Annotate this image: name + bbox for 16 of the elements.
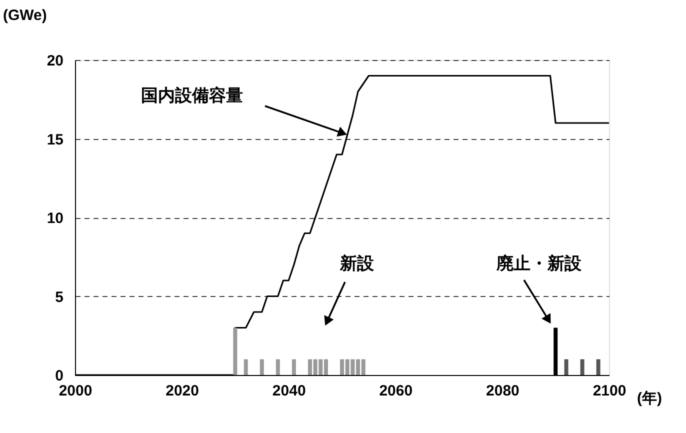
x-axis-title: (年) [637,390,662,407]
x-tick-label: 2060 [379,382,413,400]
x-tick-label: 2040 [272,382,306,400]
y-tick-label: 10 [46,210,64,227]
y-tick-label: 5 [55,288,64,306]
annotation: 廃止・新設 [496,254,582,273]
y-tick-label: 20 [46,52,64,70]
y-axis-title: (GWe) [3,7,47,24]
x-tick-label: 2100 [592,382,626,400]
annotation: 国内設備容量 [141,86,243,105]
annotation: 新設 [339,254,375,273]
x-tick-label: 2020 [166,382,199,400]
y-tick-label: 15 [46,131,64,148]
y-tick-label: 0 [55,368,64,384]
x-tick-label: 2080 [486,382,520,400]
x-tick-label: 2000 [58,382,92,400]
